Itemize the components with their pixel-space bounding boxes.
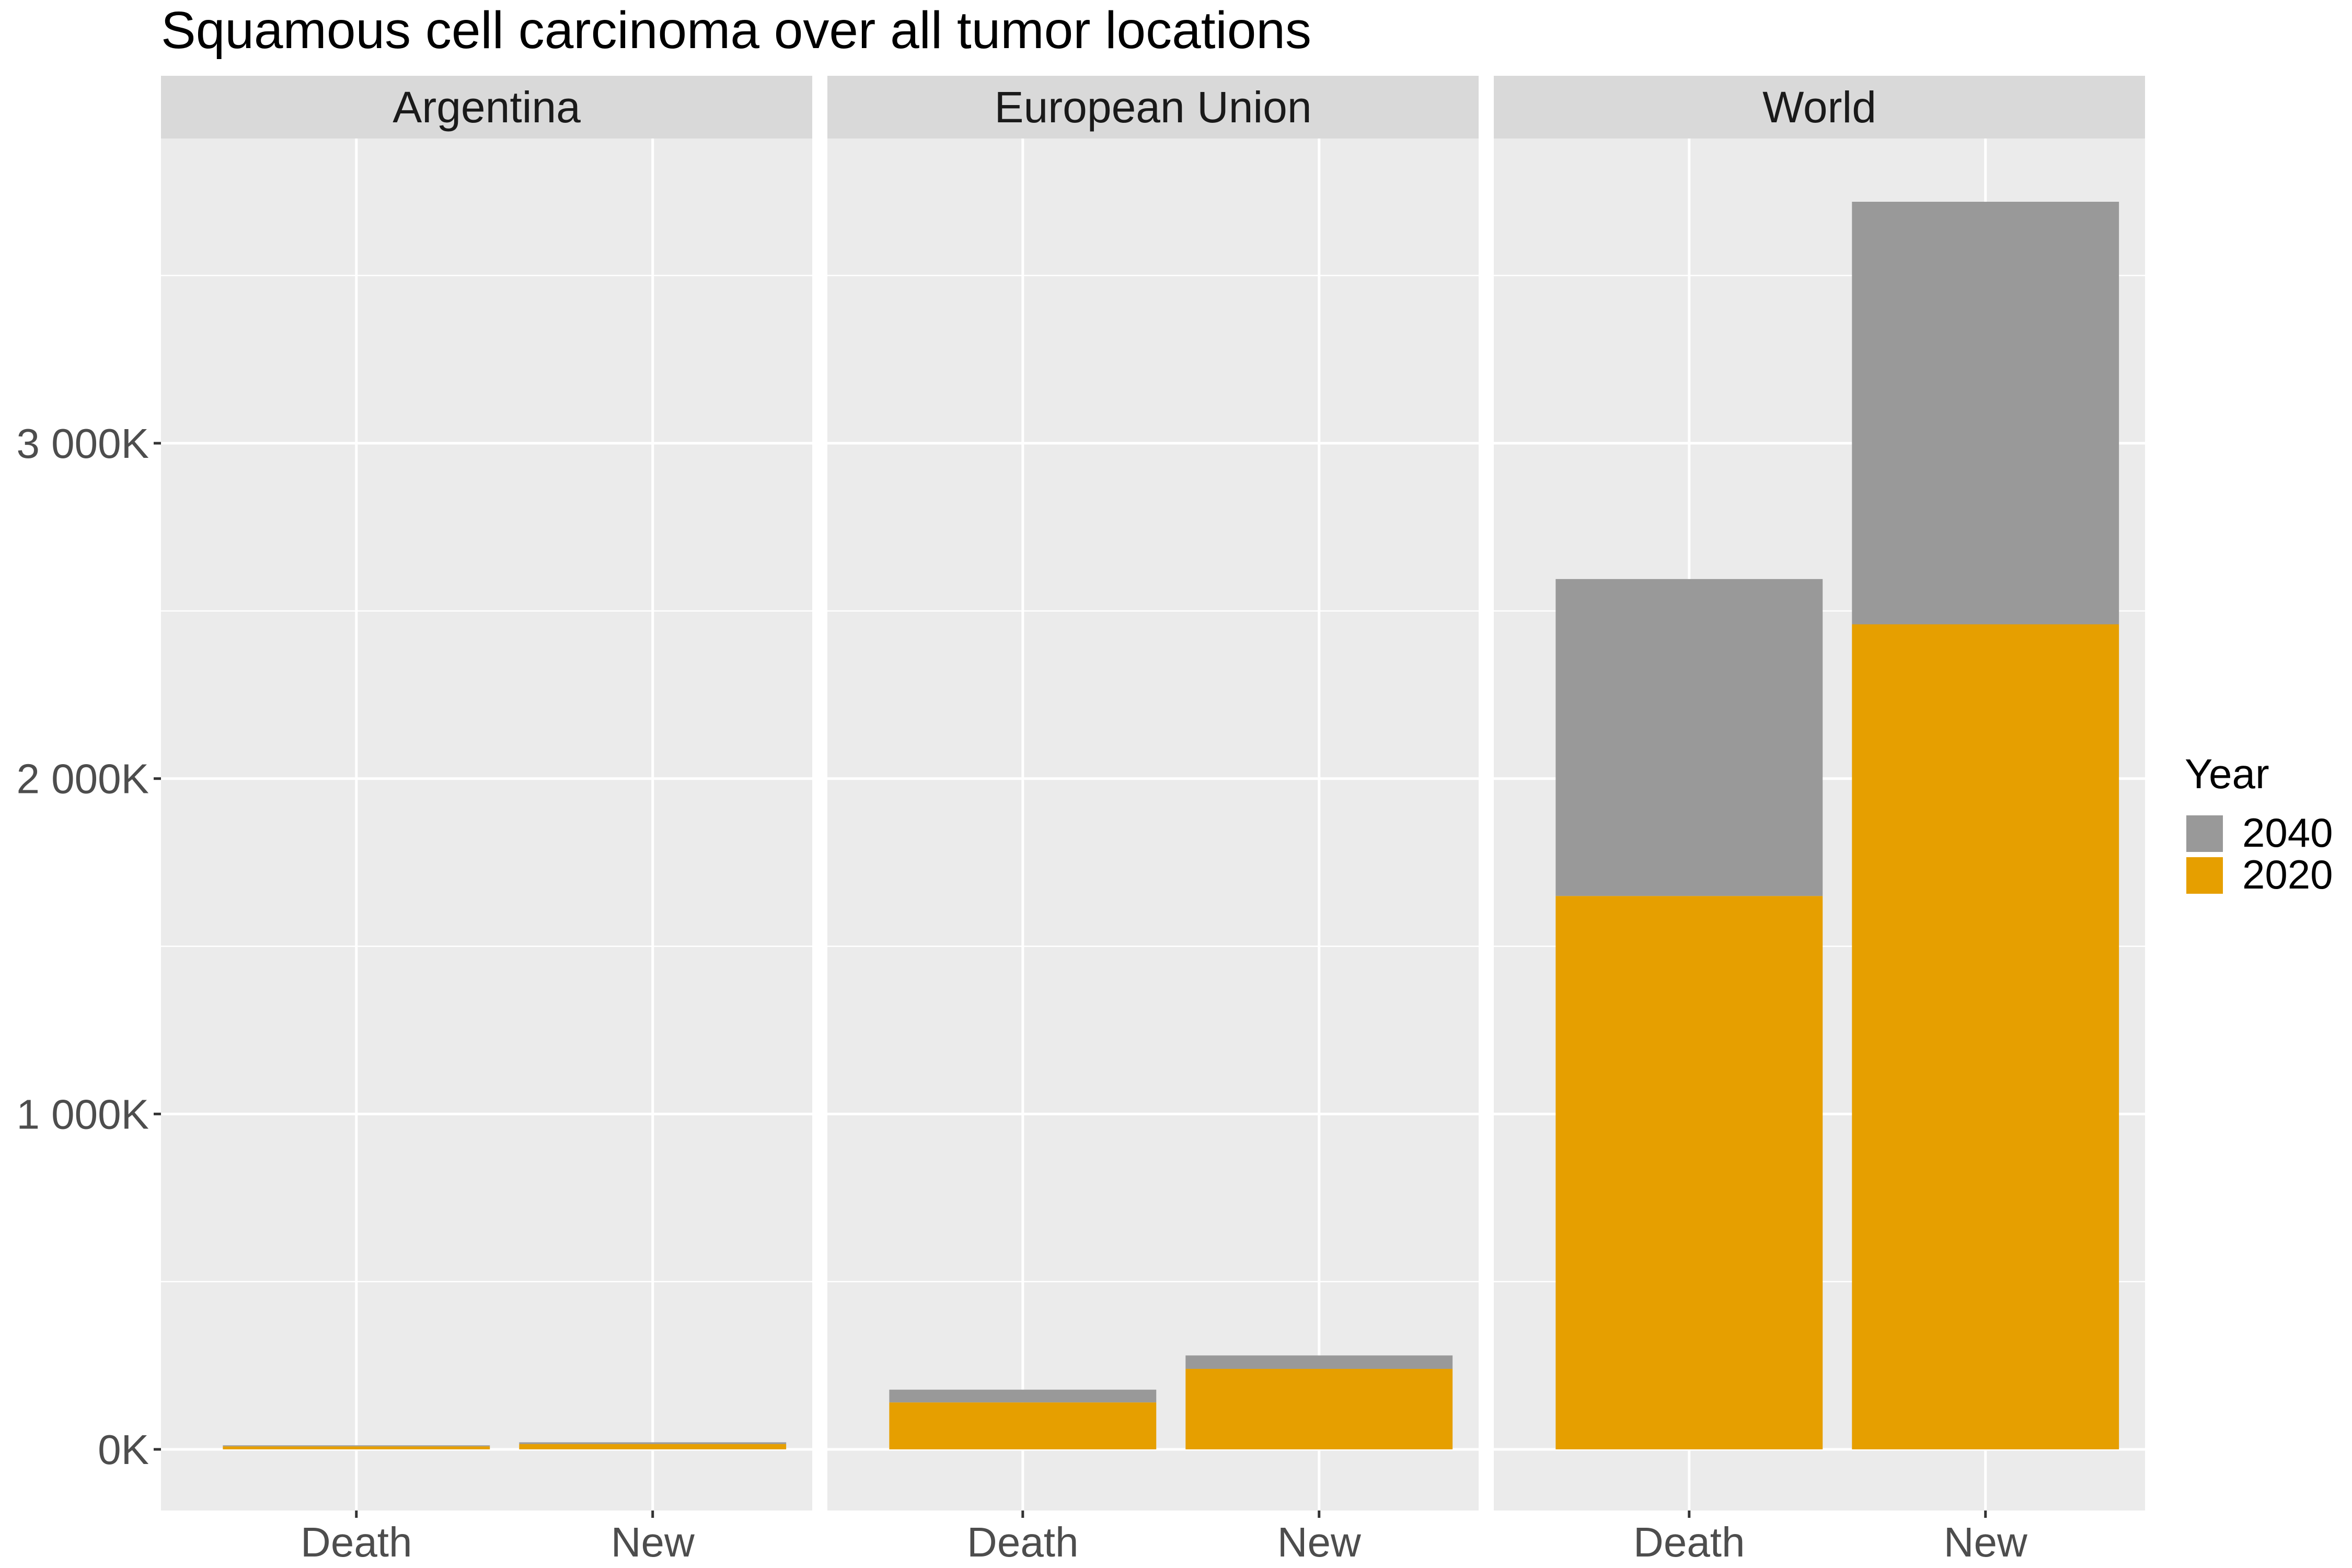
bar-segment-2020-new [519,1444,787,1449]
bar-segment-2020-death [223,1446,490,1449]
x-tick-label: Death [967,1519,1078,1565]
bar-segment-2020-new [1852,624,2119,1449]
legend-label-2040: 2040 [2242,810,2333,856]
facet-panel: World Death New [1494,76,2145,1565]
facet-strip [1494,76,2145,139]
bar-segment-2040-new [519,1442,787,1444]
chart-title: Squamous cell carcinoma over all tumor l… [161,1,1311,60]
bar-segment-2040-new [1852,202,2119,625]
x-tick-label: New [1944,1519,2027,1565]
y-tick-label: 1 000K [16,1091,149,1137]
panel-background [161,139,812,1511]
facet-panel: European Union Death New [827,76,1479,1565]
bar-segment-2020-new [1185,1369,1453,1449]
facet-strip-label: World [1762,83,1876,132]
facet-strip [161,76,812,139]
x-tick-label: New [1277,1519,1361,1565]
y-tick-label: 3 000K [16,420,149,467]
facet-panel: Argentina Death New [161,76,812,1565]
y-tick-label: 2 000K [16,756,149,802]
x-tick-label: New [611,1519,695,1565]
legend-key-2020 [2186,857,2223,894]
bar-segment-2040-death [223,1445,490,1447]
x-tick-label: Death [301,1519,412,1565]
y-axis: 0K 1 000K 2 000K 3 000K [16,420,161,1473]
bar-segment-2040-death [889,1389,1157,1403]
facet-strip-label: Argentina [393,83,581,132]
legend-key-2040 [2186,815,2223,852]
facet-strip-label: European Union [994,83,1311,132]
bar-segment-2020-death [1555,896,1823,1449]
bar-segment-2040-new [1185,1355,1453,1369]
facet-strip [827,76,1479,139]
bar-segment-2040-death [1555,579,1823,896]
legend-title: Year [2185,751,2269,797]
y-tick-label: 0K [98,1426,149,1473]
panel-background [827,139,1479,1511]
x-tick-label: Death [1633,1519,1745,1565]
bar-segment-2020-death [889,1402,1157,1449]
legend-label-2020: 2020 [2242,851,2333,897]
